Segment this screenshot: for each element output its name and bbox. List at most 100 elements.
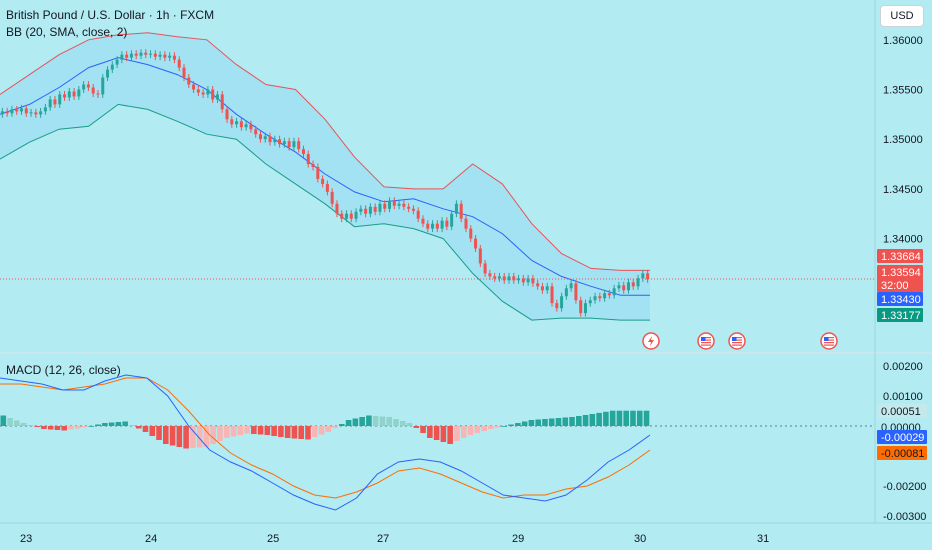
price-label-bb_lower: 1.33177 [877, 308, 923, 322]
candle-body [378, 203, 382, 212]
candle-body [235, 121, 239, 125]
price-label-box [877, 308, 923, 322]
macd-histogram-bar [528, 420, 535, 426]
price-label-text: 1.33177 [881, 310, 921, 322]
candle-body [301, 149, 305, 155]
macd-histogram-bar [115, 422, 122, 426]
time-tick-label: 24 [145, 533, 157, 545]
macd-histogram-bar [284, 426, 291, 438]
us-flag-icon[interactable] [697, 332, 715, 350]
price-label-bb_basis: 1.33430 [877, 292, 923, 306]
macd-tick-label: -0.00200 [883, 481, 926, 493]
flag-stripe [701, 342, 711, 344]
candle-body [311, 164, 315, 168]
price-label-text: 32:00 [881, 280, 909, 292]
macd-label-box [877, 404, 927, 418]
macd-label-box [877, 430, 927, 444]
macd-histogram-bar [257, 426, 264, 435]
candle-body [53, 99, 57, 105]
us-flag-icon[interactable] [728, 332, 746, 350]
event-circle [820, 332, 838, 350]
macd-histogram-bar [108, 422, 115, 426]
price-axis[interactable]: 1.36000 1.35500 1.35000 1.34500 1.34000 [883, 35, 923, 246]
bb-legend[interactable]: BB (20, SMA, close, 2) [6, 25, 128, 39]
macd-histogram-bar [20, 423, 27, 426]
price-tick-label: 1.36000 [883, 35, 923, 47]
candle-body [230, 119, 234, 125]
candle-body [153, 53, 157, 57]
macd-histogram-bar [345, 420, 352, 426]
candle-body [521, 278, 525, 283]
macd-histogram-bar [589, 414, 596, 426]
candle-body [631, 282, 635, 287]
macd-histogram-bar [230, 426, 237, 437]
time-tick-label: 25 [267, 533, 279, 545]
time-tick-label: 30 [634, 533, 646, 545]
signal-line [0, 377, 651, 499]
candle-body [459, 203, 463, 219]
candle-body [392, 200, 396, 206]
macd-histogram-bar [196, 426, 203, 448]
macd-histogram-bar [481, 426, 487, 431]
candle-body [15, 109, 19, 112]
event-circle [697, 332, 715, 350]
candle-body [345, 213, 349, 219]
candle-body [469, 228, 473, 239]
candle-body [263, 136, 267, 140]
candle-body [531, 278, 535, 284]
candle-body [67, 91, 71, 98]
candle-body [215, 94, 219, 100]
macd-histogram-bar [135, 426, 142, 429]
macd-histogram-bar [271, 426, 277, 436]
macd-label-text: -0.00029 [881, 432, 924, 444]
candle-body [24, 108, 28, 114]
lightning-glyph [648, 336, 654, 346]
symbol-title[interactable]: British Pound / U.S. Dollar · 1h · FXCM [6, 8, 215, 22]
bb-basis-line [0, 57, 650, 296]
candle-body [206, 89, 210, 95]
macd-histogram-bar [501, 426, 508, 427]
macd-histogram-bar [190, 426, 196, 448]
macd-histogram-bar [488, 426, 494, 429]
price-label-countdown: 32:00 [877, 278, 923, 292]
candle-body [512, 276, 516, 281]
macd-axis[interactable]: 0.002000.001000.00000-0.00200-0.003000.0… [877, 361, 927, 523]
us-flag-icon[interactable] [820, 332, 838, 350]
macd-tick-label: -0.00300 [883, 511, 926, 523]
lightning-icon[interactable] [642, 332, 660, 350]
price-label-text: 1.33594 [881, 267, 921, 279]
macd-histogram-bar [494, 426, 501, 428]
currency-button[interactable]: USD [880, 5, 924, 27]
macd-histogram-bar [630, 410, 636, 426]
candle-body [306, 154, 310, 165]
candle-body [91, 87, 95, 94]
event-icons[interactable] [642, 332, 838, 350]
flag-stripe [732, 342, 742, 344]
candle-body [273, 139, 277, 143]
candle-body [397, 203, 401, 206]
candle-body [330, 191, 334, 204]
macd-legend[interactable]: MACD (12, 26, close) [6, 363, 121, 377]
macd-histogram-bar [352, 418, 359, 426]
flag-stripe [732, 344, 742, 346]
macd-histogram-bar [163, 426, 169, 444]
macd-histogram-bar [555, 418, 562, 426]
macd-histogram-bar [616, 410, 623, 426]
time-axis[interactable]: 23 24 25 27 29 30 31 [0, 522, 932, 545]
candle-body [182, 67, 186, 78]
macd-histogram-bar [521, 421, 528, 426]
candle-body [43, 107, 47, 112]
macd-histogram-bar [467, 426, 474, 435]
candle-body [254, 129, 258, 135]
candle-body [622, 285, 626, 291]
candle-body [239, 121, 243, 128]
candle-body [168, 55, 172, 58]
macd-tick-label: 0.00200 [883, 361, 923, 373]
candle-body [641, 273, 645, 279]
price-label-box [877, 278, 923, 292]
candle-body [77, 89, 81, 97]
macd-histogram-bar [237, 426, 244, 435]
macd-histogram-bar [27, 425, 34, 426]
